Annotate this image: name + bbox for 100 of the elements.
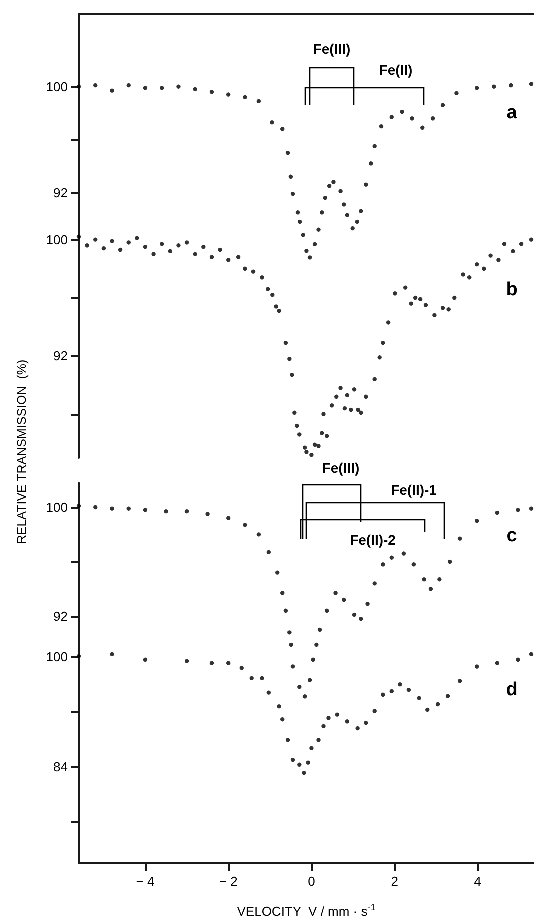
point xyxy=(308,678,312,682)
point xyxy=(345,720,350,724)
point xyxy=(126,83,131,88)
point xyxy=(355,220,360,224)
point xyxy=(458,536,462,541)
point xyxy=(277,704,282,709)
point xyxy=(316,228,321,232)
point xyxy=(364,720,368,726)
annotation: Fe(III) xyxy=(313,41,351,57)
point xyxy=(206,512,210,516)
point xyxy=(334,591,338,596)
point xyxy=(310,746,314,751)
point xyxy=(143,508,148,512)
point xyxy=(110,88,114,93)
point xyxy=(352,612,357,618)
point xyxy=(126,506,131,511)
point xyxy=(240,666,244,670)
point xyxy=(448,560,452,564)
point xyxy=(438,578,442,582)
point xyxy=(110,506,114,511)
point xyxy=(492,84,496,89)
point xyxy=(243,95,248,100)
point xyxy=(243,523,248,528)
point xyxy=(256,99,262,104)
point xyxy=(286,738,290,742)
point xyxy=(306,760,310,765)
point xyxy=(280,127,285,132)
point xyxy=(316,738,321,742)
point xyxy=(270,120,274,125)
point xyxy=(284,608,288,614)
point xyxy=(302,694,308,699)
point xyxy=(342,598,346,602)
point xyxy=(226,661,231,666)
point xyxy=(400,110,404,114)
y-tick-label: 92 xyxy=(54,185,68,200)
point xyxy=(381,562,386,567)
point xyxy=(420,126,425,130)
point xyxy=(323,196,328,200)
point xyxy=(406,688,412,692)
point xyxy=(256,532,262,537)
point xyxy=(359,209,364,214)
annotation: c xyxy=(506,526,518,546)
y-tick-label: 100 xyxy=(46,79,68,94)
point xyxy=(390,689,394,694)
point xyxy=(345,213,350,218)
point xyxy=(164,509,168,514)
y-tick-label: 100 xyxy=(46,232,68,248)
point xyxy=(226,92,231,97)
x-tick-label: 4 xyxy=(474,874,482,889)
annotation: a xyxy=(506,102,518,124)
point xyxy=(364,182,368,187)
point xyxy=(288,174,294,179)
point xyxy=(324,608,330,614)
point xyxy=(381,692,386,697)
point xyxy=(369,162,374,166)
point xyxy=(398,682,402,687)
point xyxy=(320,210,324,215)
point xyxy=(184,659,190,664)
point xyxy=(290,192,296,196)
point xyxy=(350,226,355,231)
point xyxy=(304,248,309,254)
point xyxy=(160,86,164,90)
point xyxy=(410,116,414,121)
annotation: Fe(II)-1 xyxy=(391,482,438,498)
point xyxy=(143,86,148,90)
point xyxy=(312,242,318,247)
point xyxy=(318,628,322,632)
point xyxy=(454,91,459,96)
annotation: Fe(II)-2 xyxy=(350,532,396,548)
point xyxy=(322,724,326,729)
point xyxy=(390,115,394,120)
point xyxy=(76,84,82,89)
point xyxy=(338,189,343,194)
y-axis-title: RELATIVE TRANSMISSION (%) xyxy=(15,360,29,544)
point xyxy=(372,582,377,586)
point xyxy=(335,712,340,717)
x-tick-label: − 4 xyxy=(136,874,155,889)
point xyxy=(390,556,394,560)
point xyxy=(290,758,296,762)
point xyxy=(94,83,98,88)
point xyxy=(446,694,450,698)
point xyxy=(402,552,406,556)
y-tick-label: 84 xyxy=(54,759,68,774)
y-tick-label: 92 xyxy=(54,348,68,364)
point xyxy=(426,708,430,712)
y-tick-label: 92 xyxy=(54,608,68,624)
point xyxy=(516,658,520,662)
point xyxy=(276,570,280,575)
annotation: d xyxy=(506,680,518,700)
point xyxy=(280,591,285,596)
point xyxy=(495,661,500,666)
point xyxy=(327,184,332,188)
point xyxy=(301,233,306,238)
point xyxy=(302,771,306,776)
point xyxy=(458,679,462,684)
point xyxy=(509,83,514,88)
point xyxy=(226,516,231,520)
point xyxy=(193,87,198,92)
point xyxy=(314,642,319,648)
point xyxy=(495,510,500,516)
